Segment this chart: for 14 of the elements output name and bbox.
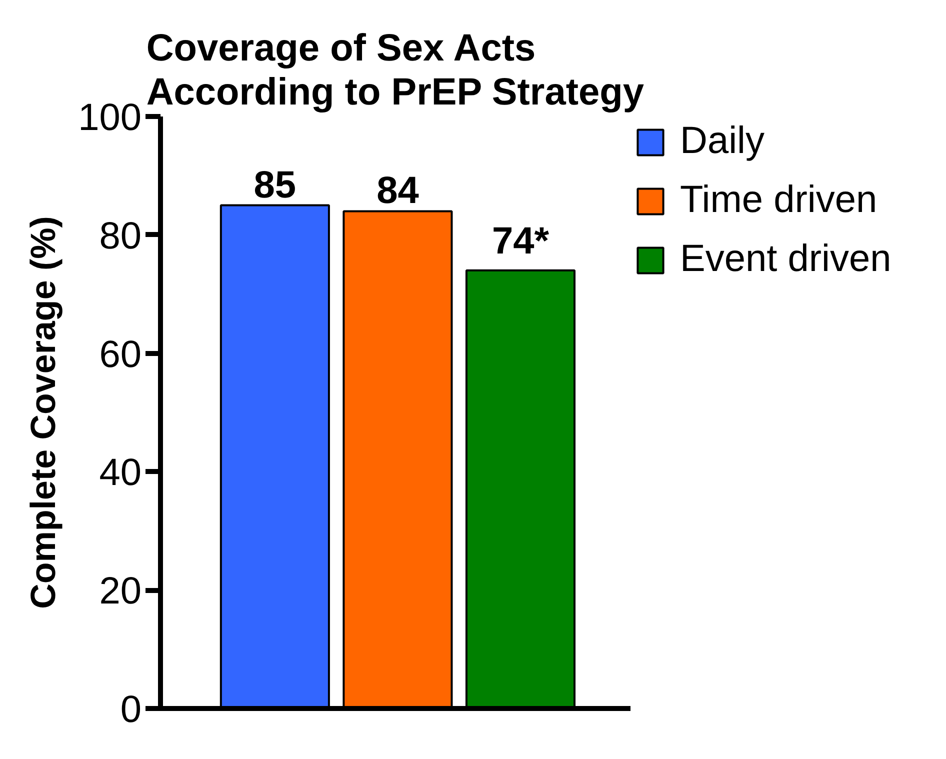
legend-label: Daily xyxy=(680,120,764,163)
y-tick-label: 20 xyxy=(99,570,142,613)
chart-title: Coverage of Sex Acts According to PrEP Strategy xyxy=(146,27,644,114)
data-label: 84 xyxy=(376,170,419,212)
y-tick-label: 100 xyxy=(78,97,142,139)
data-label: 74* xyxy=(492,220,550,262)
legend-label: Event driven xyxy=(680,238,892,281)
y-tick-label: 40 xyxy=(99,452,142,494)
y-tick-label: 60 xyxy=(99,334,142,376)
y-tick-label: 0 xyxy=(120,689,142,731)
data-label: 85 xyxy=(254,164,296,206)
legend-label: Time driven xyxy=(680,179,878,222)
y-tick-label: 80 xyxy=(99,215,142,258)
y-axis-title: Complete Coverage (%) xyxy=(24,216,64,609)
